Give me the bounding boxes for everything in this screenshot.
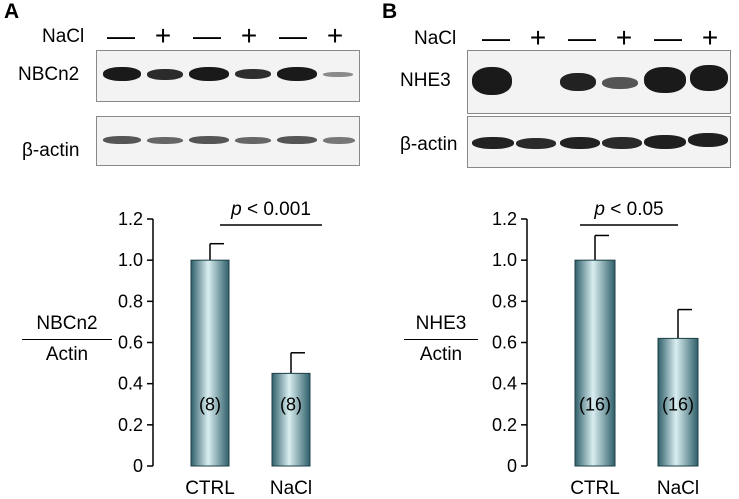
y-tick-label: 1.0 <box>118 250 143 270</box>
treatment-label: NaCl <box>414 28 457 49</box>
ratio-denominator: Actin <box>419 344 463 365</box>
bar <box>190 259 230 467</box>
bar-chart-b: 0 0.2 0.4 0.6 0.8 1.0 1.2 (16) CTRL (16) NaCl p < 0… <box>492 199 699 499</box>
bar <box>657 337 699 467</box>
panel-b: B NaCl — + — + — + NHE3 β-actin NHE3 Act… <box>370 0 739 499</box>
bar <box>574 259 616 467</box>
ratio-numerator: NBCn2 <box>36 313 98 334</box>
blot-label-nhe3: NHE3 <box>400 70 451 91</box>
lane-sign: — <box>482 22 510 53</box>
y-tick-label: 0.2 <box>118 415 143 435</box>
lane-sign: — <box>568 22 596 53</box>
lane-sign: + <box>615 22 633 53</box>
sample-size-label: (8) <box>199 394 221 414</box>
bar <box>271 372 311 467</box>
y-tick-label: 0.6 <box>118 333 143 353</box>
treatment-label: NaCl <box>42 26 85 47</box>
y-tick-label: 0.2 <box>492 415 517 435</box>
y-tick-label: 0 <box>507 456 517 476</box>
y-axis-ratio-label: NBCn2 Actin <box>22 313 112 366</box>
x-category-label: CTRL <box>570 478 620 499</box>
y-tick-label: 0 <box>133 456 143 476</box>
y-tick-label: 0.4 <box>118 374 143 394</box>
y-tick-label: 0.8 <box>118 291 143 311</box>
western-blot-actin <box>467 116 731 168</box>
blot-label-actin: β-actin <box>400 134 458 155</box>
y-tick-label: 1.0 <box>492 250 517 270</box>
sample-size-label: (8) <box>280 394 302 414</box>
x-category-label: NaCl <box>270 478 312 499</box>
panel-a: A NaCl — + — + — + NBCn2 β-actin NBCn2 A… <box>4 0 360 499</box>
lane-sign: + <box>529 22 547 53</box>
y-tick-label: 1.2 <box>492 209 517 229</box>
sample-size-label: (16) <box>579 394 611 414</box>
y-tick-label: 0.4 <box>492 374 517 394</box>
lane-sign: + <box>154 20 172 51</box>
lane-sign: + <box>240 20 258 51</box>
x-category-label: CTRL <box>185 478 235 499</box>
x-category-label: NaCl <box>657 478 699 499</box>
y-axis-ratio-label: NHE3 Actin <box>404 313 478 366</box>
y-tick-label: 0.6 <box>492 333 517 353</box>
lane-sign: — <box>654 22 682 53</box>
bar-chart-a: 0 0.2 0.4 0.6 0.8 1.0 1.2 (8) CTRL (8) NaCl p < 0.0… <box>118 199 322 499</box>
blot-label-nbcn2: NBCn2 <box>18 64 80 85</box>
significance-label: p < 0.001 <box>230 199 311 220</box>
y-tick-label: 0.8 <box>492 291 517 311</box>
panel-letter: A <box>4 0 20 23</box>
blot-label-actin: β-actin <box>22 140 80 161</box>
significance-label: p < 0.05 <box>593 199 663 220</box>
fraction-line <box>404 339 478 340</box>
western-blot-nhe3 <box>467 50 731 114</box>
lane-sign: — <box>193 20 221 51</box>
ratio-denominator: Actin <box>45 344 89 365</box>
ratio-numerator: NHE3 <box>415 313 467 334</box>
lane-sign: — <box>107 20 135 51</box>
lane-sign: + <box>326 20 344 51</box>
western-blot-actin <box>96 116 360 166</box>
western-blot-nbcn2 <box>96 50 360 102</box>
panel-letter: B <box>382 0 398 23</box>
lane-sign: — <box>279 20 307 51</box>
fraction-line <box>22 339 112 340</box>
y-tick-label: 1.2 <box>118 209 143 229</box>
sample-size-label: (16) <box>662 394 694 414</box>
lane-sign: + <box>701 22 719 53</box>
